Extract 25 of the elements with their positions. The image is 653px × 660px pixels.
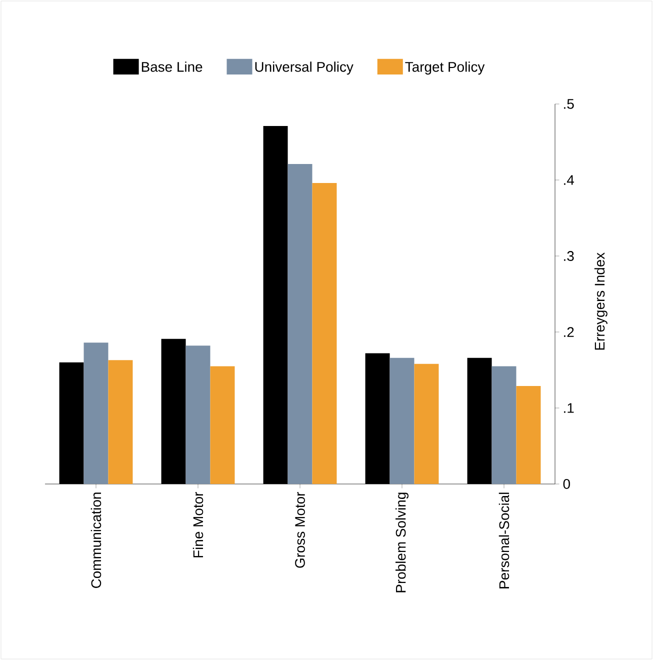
y-axis-title: Erreygers Index xyxy=(594,252,608,350)
y-tick-label: 0 xyxy=(563,479,570,489)
x-tick-label: Fine Motor xyxy=(192,492,204,558)
bar xyxy=(186,346,210,484)
legend-label: Base Line xyxy=(142,62,202,72)
bar xyxy=(414,364,439,484)
y-tick-label: .4 xyxy=(564,175,574,185)
bar xyxy=(492,366,516,484)
bar xyxy=(516,386,541,484)
x-tick-label: Problem Solving xyxy=(396,492,408,592)
bar xyxy=(210,366,235,484)
x-tick-label: Communication xyxy=(90,492,102,588)
bar xyxy=(390,358,414,484)
bar xyxy=(108,360,133,484)
bar xyxy=(288,164,312,484)
legend-label: Target Policy xyxy=(405,62,485,75)
bar xyxy=(84,342,108,484)
legend-label: Universal Policy xyxy=(255,62,354,75)
y-tick-label: .3 xyxy=(564,251,574,261)
y-tick-label: .2 xyxy=(564,327,574,337)
y-tick-label: .1 xyxy=(564,403,574,413)
x-tick-label: Personal-Social xyxy=(498,492,510,588)
x-tick-label: Gross Motor xyxy=(295,492,305,568)
bar xyxy=(312,183,337,484)
y-tick-label: .5 xyxy=(564,99,574,109)
